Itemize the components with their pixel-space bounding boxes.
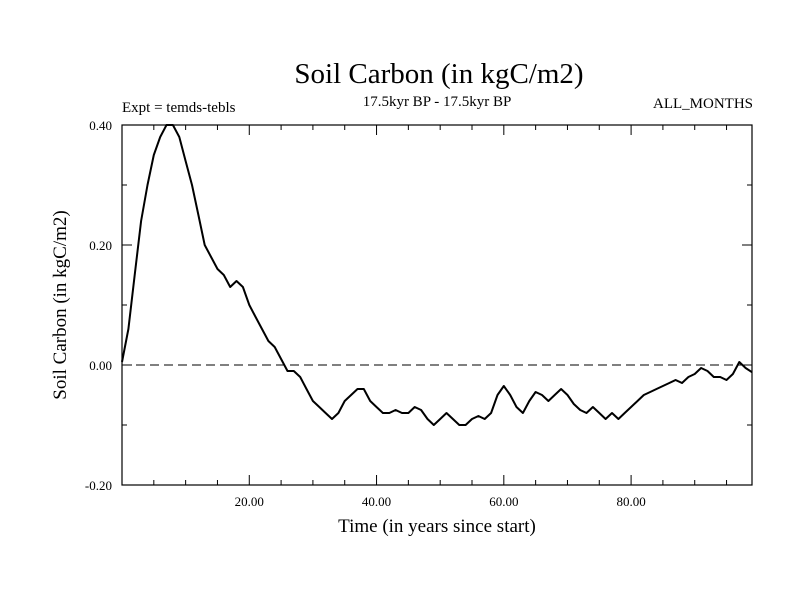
chart-subtitle: 17.5kyr BP - 17.5kyr BP [363,94,512,110]
y-tick-label: 0.40 [89,118,112,133]
axis-tick-labels: 20.00 40.00 60.00 80.00 -0.20 0.00 0.20 0.40 [85,118,646,509]
soil-carbon-line [121,124,753,426]
y-axis-label: Soil Carbon (in kgC/m2) [50,210,71,399]
y-tick-label: -0.20 [85,478,112,493]
experiment-label: Expt = temds-tebls [122,100,236,116]
chart-title: Soil Carbon (in kgC/m2) [294,58,583,90]
x-axis-label: Time (in years since start) [338,516,536,537]
x-tick-label: 80.00 [616,494,645,509]
y-tick-label: 0.20 [89,238,112,253]
y-tick-label: 0.00 [89,358,112,373]
x-tick-label: 60.00 [489,494,518,509]
x-tick-label: 20.00 [235,494,264,509]
plot-frame [121,124,753,486]
months-label: ALL_MONTHS [653,96,753,112]
x-tick-label: 40.00 [362,494,391,509]
axis-ticks [122,124,752,486]
